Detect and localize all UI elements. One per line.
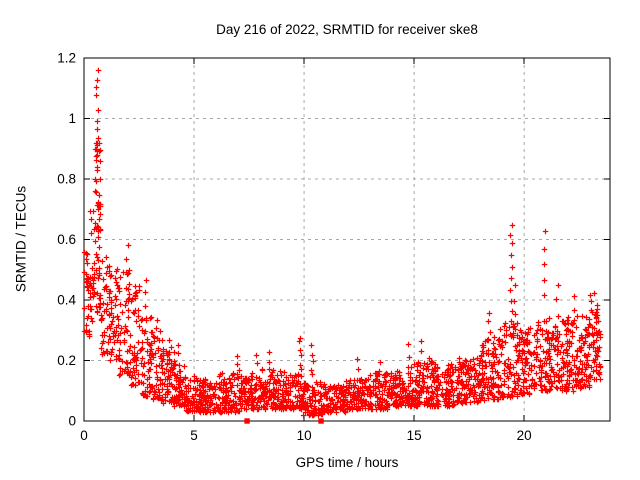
x-tick-label: 0 [80,428,88,443]
y-axis-label: SRMTID / TECUs [13,185,29,293]
y-tick-label: 0 [68,414,76,429]
axis-event-markers [244,418,324,424]
y-tick-label: 0.2 [57,353,76,368]
x-tick-label: 10 [297,428,312,443]
event-square-marker [318,418,324,424]
x-tick-label: 5 [190,428,198,443]
x-tick-label: 20 [517,428,532,443]
y-tick-label: 0.6 [57,232,76,247]
event-square-marker [244,418,250,424]
grid-layer [84,58,610,421]
tick-label-layer: 0 5 10 15 20 0 0.2 0.4 0.6 0.8 1 1.2 [57,51,531,444]
chart-title: Day 216 of 2022, SRMTID for receiver ske… [216,22,478,37]
y-tick-label: 0.8 [57,172,76,187]
x-tick-label: 15 [407,428,422,443]
y-tick-label: 1.2 [57,51,76,66]
axis-layer [83,57,611,422]
y-tick-label: 0.4 [57,293,76,308]
scatter-points [81,67,604,419]
y-tick-label: 1 [68,111,76,126]
x-axis-label: GPS time / hours [295,455,399,470]
